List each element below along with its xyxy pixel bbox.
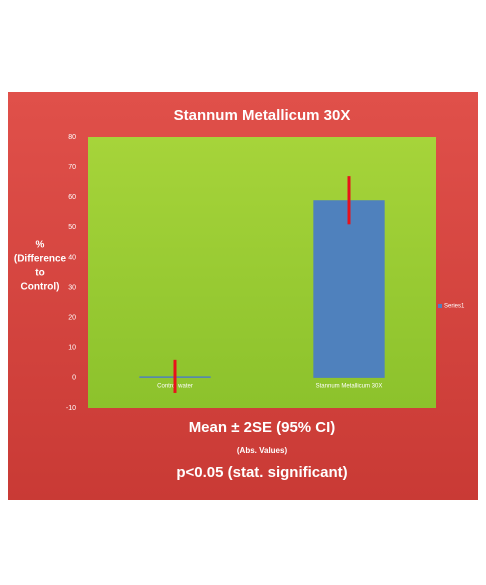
y-tick-label: 0 (72, 375, 76, 382)
y-axis-label: Control) (21, 282, 60, 293)
y-tick-label: 70 (68, 164, 76, 171)
y-tick-label: 20 (68, 315, 76, 322)
y-axis-label: % (36, 240, 45, 251)
y-tick-label: 10 (68, 345, 76, 352)
y-tick-label: 60 (68, 194, 76, 201)
chart-title: Stannum Metallicum 30X (174, 107, 351, 124)
y-axis-label: (Difference (14, 254, 67, 265)
note: Mean ± 2SE (95% CI) (189, 419, 336, 436)
y-tick-label: -10 (66, 405, 76, 412)
legend-swatch (438, 304, 442, 308)
y-tick-label: 40 (68, 254, 76, 261)
note: p<0.05 (stat. significant) (176, 464, 347, 481)
bar (313, 200, 385, 378)
legend-label: Series1 (444, 304, 465, 310)
x-tick-label: Stannum Metallicum 30X (316, 383, 383, 389)
y-tick-label: 80 (68, 134, 76, 141)
note: (Abs. Values) (237, 446, 288, 455)
y-tick-label: 50 (68, 224, 76, 231)
y-tick-label: 30 (68, 284, 76, 291)
y-axis-label: to (35, 268, 44, 279)
